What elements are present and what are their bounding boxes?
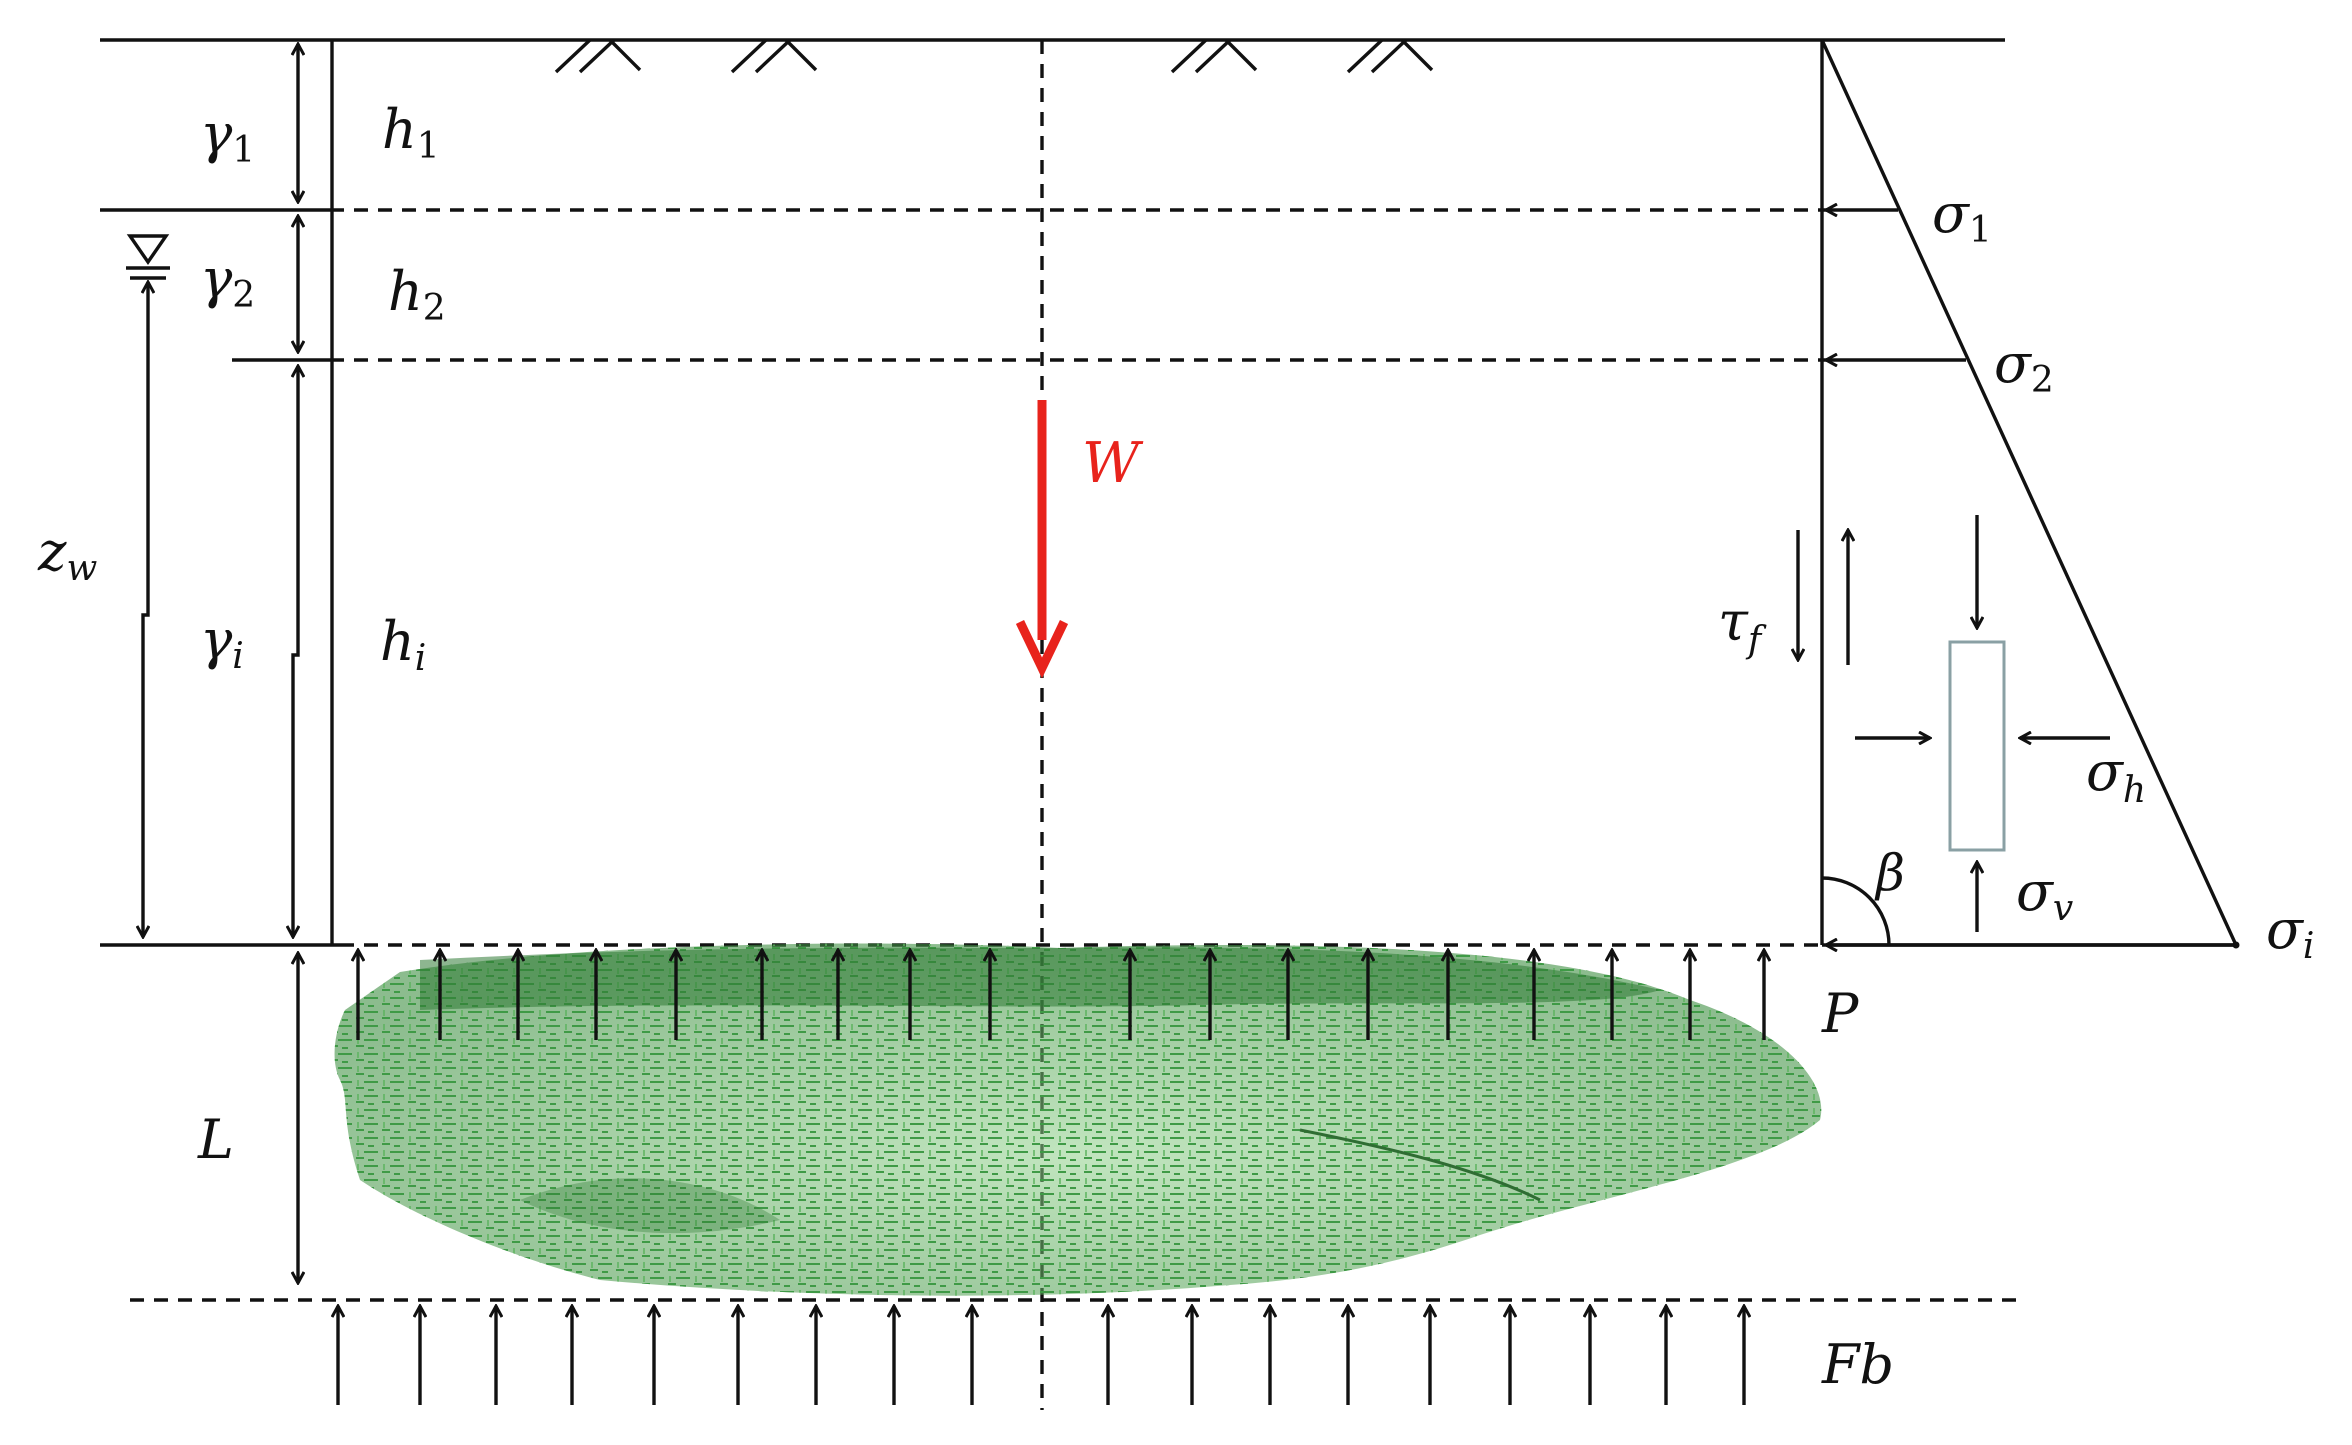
Fb-label: Fb	[1821, 1333, 1894, 1396]
gammai-label: γi	[200, 608, 244, 677]
P-label: P	[1821, 982, 1860, 1045]
ground-surface-hatch-icon	[554, 38, 1434, 74]
crown-pressure-arrows	[358, 950, 1764, 1040]
beta-label: β	[1874, 844, 1905, 902]
hi-dimension-arrow	[293, 366, 298, 937]
stress-envelope-line	[1820, 39, 2238, 946]
tauf-label: τf	[1718, 590, 1767, 661]
sigmav-label: σv	[2016, 860, 2073, 929]
soil-element-box	[1948, 640, 2006, 852]
sigma2-label: σ2	[1994, 332, 2054, 401]
water-table-icon	[126, 234, 170, 280]
sigmah-label: σh	[2086, 740, 2146, 811]
weight-label: W	[1082, 431, 1144, 496]
gamma2-label: γ2	[200, 247, 255, 316]
gamma1-label: γ1	[200, 102, 255, 171]
sigmai-label: σi	[2266, 898, 2314, 967]
zw-label: zw	[37, 520, 97, 589]
L-label: L	[197, 1108, 234, 1171]
buoyancy-arrows	[338, 1306, 1744, 1405]
h2-label: h2	[388, 260, 446, 329]
hi-label: hi	[380, 610, 426, 679]
beta-angle-arc	[1821, 876, 1891, 946]
rock-mass-texture	[334, 943, 1822, 1296]
sigma1-label: σ1	[1932, 182, 1992, 251]
weight-arrow	[1015, 400, 1069, 679]
h1-label: h1	[382, 98, 440, 167]
zw-dimension-arrow	[143, 282, 148, 937]
